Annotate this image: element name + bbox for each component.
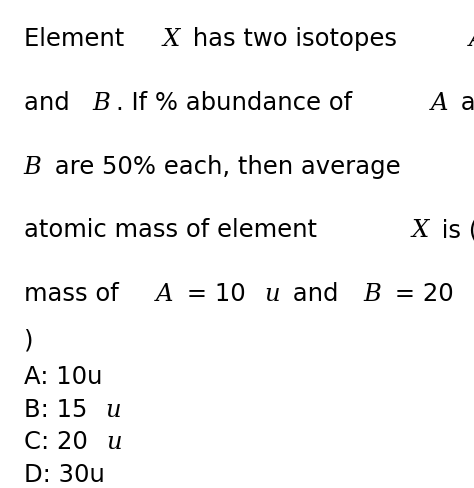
Text: are 50% each, then average: are 50% each, then average: [47, 154, 401, 178]
Text: and: and: [24, 91, 77, 115]
Text: A: 10u: A: 10u: [24, 364, 102, 388]
Text: C: 20: C: 20: [24, 429, 88, 453]
Text: A: A: [430, 92, 448, 115]
Text: B: 15: B: 15: [24, 397, 87, 421]
Text: u: u: [106, 398, 121, 421]
Text: Element: Element: [24, 27, 132, 51]
Text: u: u: [473, 282, 474, 305]
Text: B: B: [24, 155, 42, 178]
Text: = 10: = 10: [179, 281, 245, 305]
Text: has two isotopes: has two isotopes: [185, 27, 405, 51]
Text: and: and: [453, 91, 474, 115]
Text: A: A: [156, 282, 173, 305]
Text: and: and: [285, 281, 346, 305]
Text: A: A: [469, 28, 474, 51]
Text: is (At: is (At: [434, 218, 474, 242]
Text: mass of: mass of: [24, 281, 126, 305]
Text: . If % abundance of: . If % abundance of: [116, 91, 360, 115]
Text: X: X: [163, 28, 180, 51]
Text: u: u: [106, 430, 122, 453]
Text: u: u: [264, 282, 280, 305]
Text: atomic mass of element: atomic mass of element: [24, 218, 324, 242]
Text: D: 30u: D: 30u: [24, 462, 105, 486]
Text: = 20: = 20: [387, 281, 454, 305]
Text: B: B: [93, 92, 110, 115]
Text: B: B: [364, 282, 382, 305]
Text: X: X: [412, 219, 429, 242]
Text: ): ): [24, 327, 33, 351]
